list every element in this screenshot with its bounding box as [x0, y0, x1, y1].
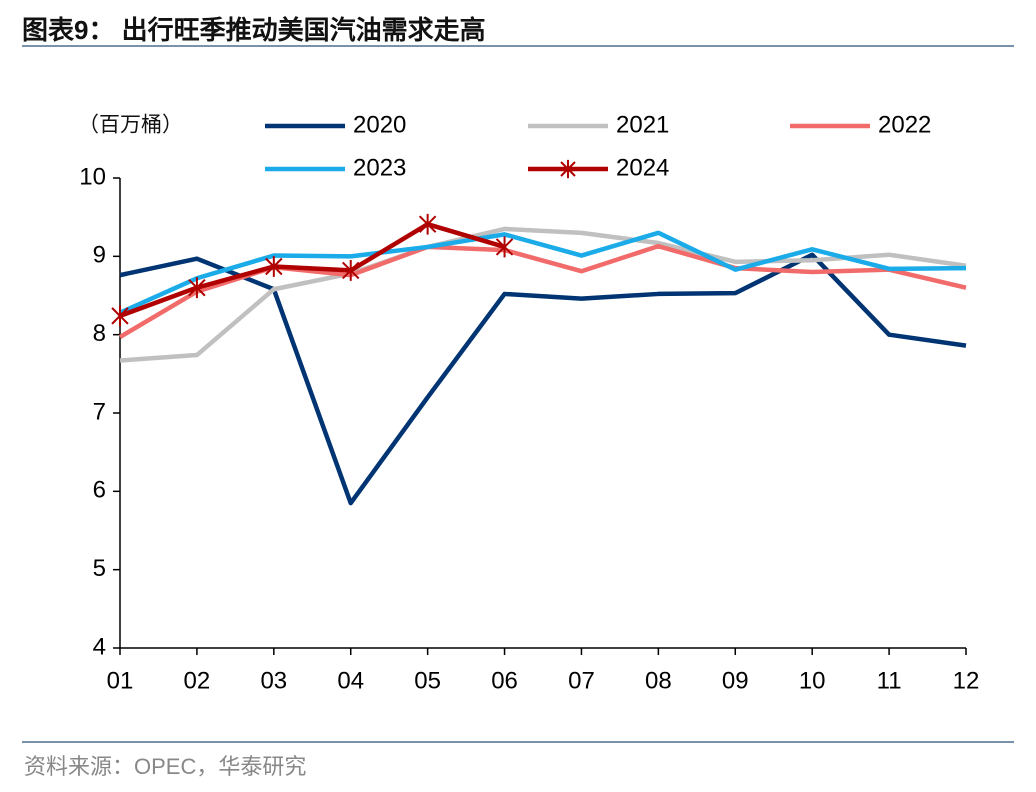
- x-tick-label: 11: [877, 667, 902, 694]
- x-tick-label: 02: [184, 667, 211, 694]
- chart-title: 图表9： 出行旺季推动美国汽油需求走高: [22, 15, 486, 45]
- legend-label: 2020: [353, 111, 406, 138]
- x-tick-label: 01: [107, 667, 134, 694]
- series-line: [119, 226, 967, 363]
- y-tick-label: 5: [93, 555, 106, 582]
- x-tick-label: 12: [953, 667, 980, 694]
- point-marker: [188, 277, 206, 299]
- series-line: [119, 221, 506, 318]
- y-tick-label: 4: [93, 633, 106, 660]
- legend-label: 2023: [353, 154, 406, 181]
- legend-label: 2022: [878, 111, 931, 138]
- x-tick-label: 10: [799, 667, 826, 694]
- x-tick-label: 09: [722, 667, 749, 694]
- y-tick-label: 8: [93, 320, 106, 347]
- point-marker: [495, 236, 514, 258]
- x-tick-label: 05: [414, 667, 441, 694]
- series-line: [119, 230, 967, 315]
- x-tick-label: 04: [337, 667, 364, 694]
- legend-marker: [560, 159, 576, 179]
- legend-label: 2024: [616, 154, 669, 181]
- x-tick-label: 07: [568, 667, 595, 694]
- point-marker: [111, 305, 129, 327]
- x-tick-label: 06: [491, 667, 518, 694]
- source: 资料来源：OPEC，华泰研究: [24, 754, 306, 779]
- legend-label: 2021: [616, 111, 669, 138]
- point-marker: [418, 213, 437, 235]
- y-axis-unit: （百万桶）: [78, 114, 183, 137]
- point-marker: [342, 260, 360, 281]
- x-tick-label: 08: [645, 667, 672, 694]
- y-tick-label: 10: [79, 163, 106, 190]
- y-tick-label: 9: [93, 242, 106, 269]
- y-tick-label: 6: [93, 477, 106, 504]
- series-line: [119, 252, 967, 506]
- point-marker: [265, 256, 283, 277]
- y-tick-label: 7: [93, 398, 106, 425]
- x-tick-label: 03: [260, 667, 287, 694]
